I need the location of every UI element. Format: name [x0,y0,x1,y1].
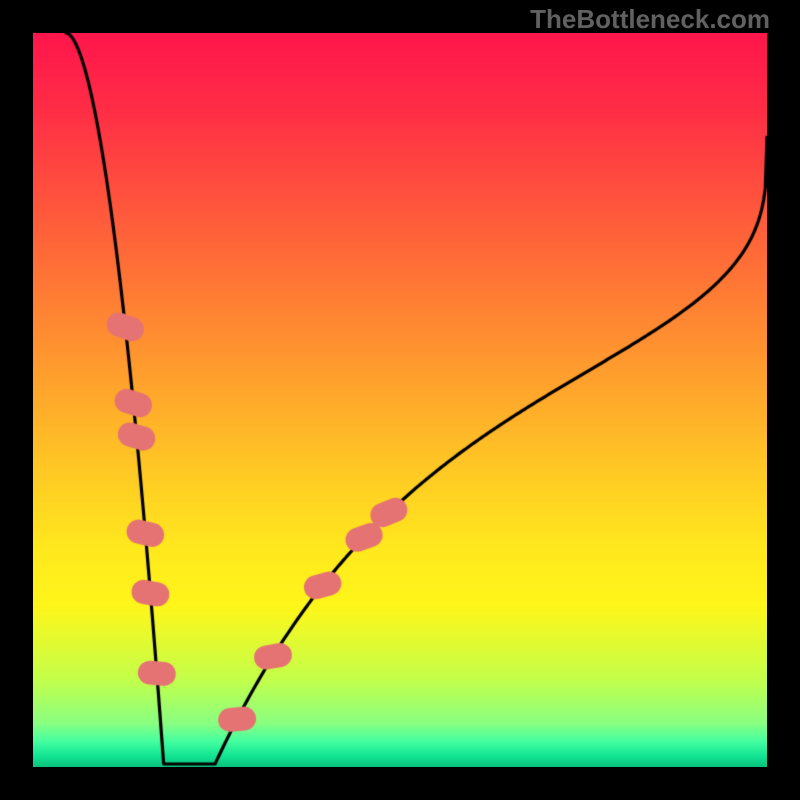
chart-canvas [33,33,767,767]
watermark-text: TheBottleneck.com [530,4,770,35]
chart-stage: TheBottleneck.com [0,0,800,800]
plot-area [33,33,767,767]
